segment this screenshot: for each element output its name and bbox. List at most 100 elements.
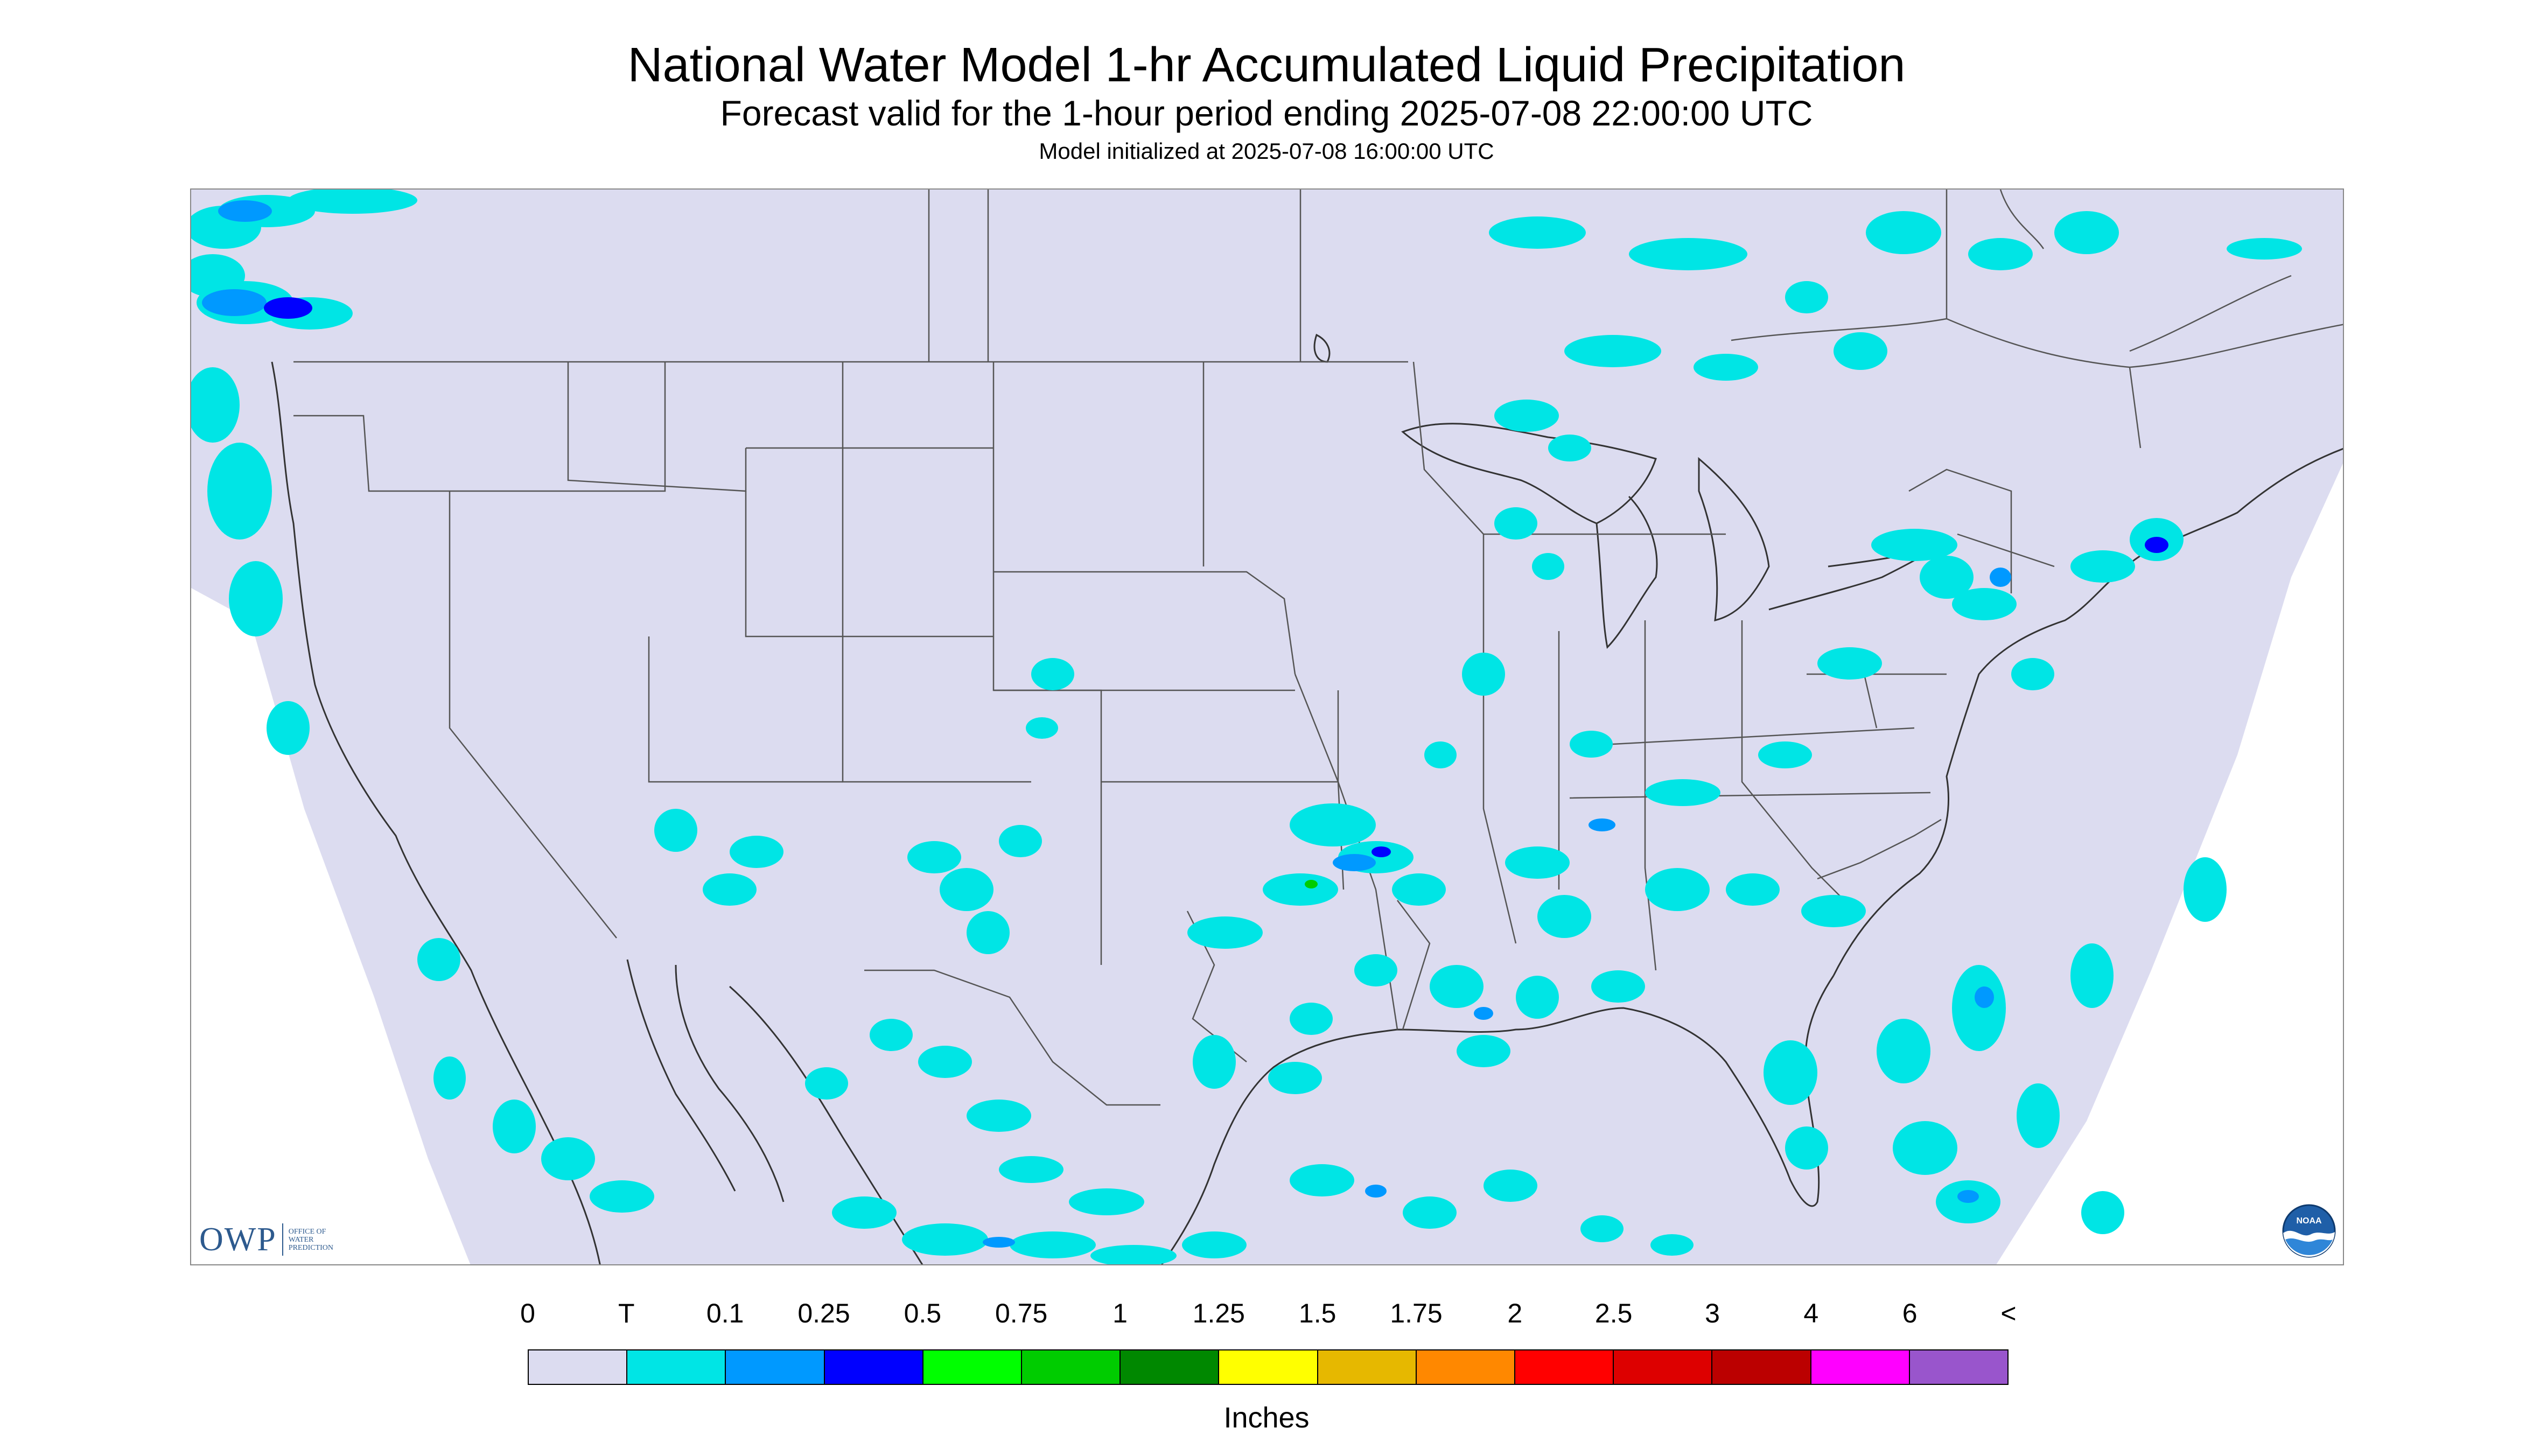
- color-swatch-5: [1022, 1350, 1121, 1384]
- precip-cell: [1877, 1019, 1930, 1083]
- precip-cell: [654, 809, 697, 852]
- precip-cell: [1090, 1245, 1177, 1264]
- precip-cell: [2054, 211, 2119, 254]
- legend-label-14: 6: [1902, 1298, 1918, 1328]
- precip-cell: [1866, 211, 1941, 254]
- state-borders: [293, 190, 2343, 1106]
- color-swatch-9: [1416, 1350, 1516, 1384]
- legend-label-2: 0.1: [706, 1298, 744, 1328]
- precip-cell: [1505, 846, 1570, 879]
- precip-cell: [983, 1237, 1015, 1248]
- legend-label-4: 0.5: [904, 1298, 942, 1328]
- precip-cell: [1290, 1003, 1333, 1035]
- precip-cell: [999, 825, 1042, 857]
- map-title: National Water Model 1-hr Accumulated Li…: [627, 38, 1906, 92]
- color-scale-bar: [528, 1349, 2009, 1385]
- precip-cell: [1462, 653, 1505, 696]
- precip-cell: [1290, 803, 1376, 846]
- precip-cell: [1031, 658, 1074, 690]
- precip-cell: [1726, 873, 1780, 906]
- color-swatch-14: [1909, 1350, 2008, 1384]
- color-swatch-6: [1121, 1350, 1220, 1384]
- precip-cell: [1952, 965, 2006, 1051]
- precip-cell: [191, 367, 240, 443]
- precip-cell: [870, 1019, 913, 1051]
- precip-cell: [1920, 556, 1974, 599]
- precip-cell: [1457, 1035, 1510, 1067]
- precip-cell: [1494, 507, 1537, 540]
- legend-label-0: 0: [520, 1298, 535, 1328]
- precip-cell: [1591, 970, 1645, 1003]
- precip-cell: [902, 1223, 988, 1256]
- precip-cell: [1182, 1231, 1247, 1258]
- precip-cell: [1871, 529, 1957, 561]
- precip-cell: [1010, 1231, 1096, 1258]
- precip-cell: [288, 190, 417, 214]
- precip-cell: [1801, 895, 1866, 927]
- legend-label-3: 0.25: [797, 1298, 850, 1328]
- precip-cell: [2081, 1191, 2124, 1234]
- precip-cell: [1474, 1007, 1493, 1020]
- legend-label-6: 1: [1112, 1298, 1128, 1328]
- precip-cell: [1263, 873, 1338, 906]
- owp-logo-divider: [282, 1223, 283, 1256]
- legend-label-9: 1.75: [1390, 1298, 1443, 1328]
- precip-cell: [1758, 741, 1812, 768]
- color-swatch-7: [1219, 1350, 1318, 1384]
- precip-cell: [940, 868, 993, 911]
- legend-label-10: 2: [1507, 1298, 1523, 1328]
- precip-cell: [1764, 1040, 1817, 1105]
- precip-cell: [967, 911, 1010, 954]
- precip-cell: [1990, 568, 2011, 587]
- precip-cell: [1026, 717, 1058, 739]
- precip-cell: [730, 836, 783, 868]
- precip-cell: [1532, 553, 1564, 580]
- precip-cell: [1430, 965, 1484, 1008]
- precip-cell: [1957, 1190, 1979, 1203]
- precip-cell: [417, 938, 460, 981]
- precip-cell: [1817, 647, 1882, 680]
- precip-cell: [1650, 1234, 1694, 1256]
- precip-cell: [229, 561, 283, 636]
- precip-cell: [1424, 741, 1457, 768]
- precip-cell: [1952, 588, 2017, 620]
- color-swatch-3: [824, 1350, 923, 1384]
- precip-cell: [1392, 873, 1446, 906]
- precip-cell: [267, 701, 310, 755]
- precip-cell: [2070, 550, 2135, 583]
- precip-cell: [1354, 954, 1397, 986]
- precip-cell: [1489, 216, 1586, 249]
- precip-cell: [999, 1156, 1063, 1183]
- legend-label-15: <: [2000, 1298, 2017, 1328]
- precip-cell: [1193, 1035, 1236, 1089]
- precip-cell: [1645, 779, 1720, 806]
- precip-cell: [967, 1100, 1031, 1132]
- precip-cell: [832, 1196, 897, 1229]
- legend-label-1: T: [618, 1298, 635, 1328]
- legend-label-11: 2.5: [1594, 1298, 1633, 1328]
- precip-cell: [1537, 895, 1591, 938]
- precip-cell: [805, 1067, 848, 1100]
- precip-cell: [918, 1046, 972, 1078]
- precip-cell: [1834, 332, 1887, 370]
- precip-cell: [1785, 1126, 1828, 1170]
- precip-cell: [2011, 658, 2054, 690]
- precip-cell: [1187, 916, 1263, 949]
- precip-cell: [1484, 1170, 1537, 1202]
- legend-label-8: 1.5: [1298, 1298, 1337, 1328]
- precip-cell: [1629, 238, 1747, 270]
- precip-cell: [2184, 857, 2227, 922]
- color-swatch-4: [923, 1350, 1023, 1384]
- precipitation-map[interactable]: [190, 188, 2344, 1265]
- precip-cell: [264, 297, 312, 319]
- precip-cell: [2070, 943, 2114, 1008]
- precip-cell: [1785, 281, 1828, 313]
- map-canvas: [191, 190, 2343, 1264]
- model-init-text: Model initialized at 2025-07-08 16:00:00…: [1039, 138, 1494, 164]
- precip-cell: [1975, 986, 1994, 1008]
- precip-cell: [1372, 846, 1391, 857]
- precipitation-cells: [191, 190, 2302, 1264]
- precip-cell: [1645, 868, 1710, 911]
- precip-cell: [433, 1056, 466, 1100]
- precip-cell: [1589, 818, 1615, 831]
